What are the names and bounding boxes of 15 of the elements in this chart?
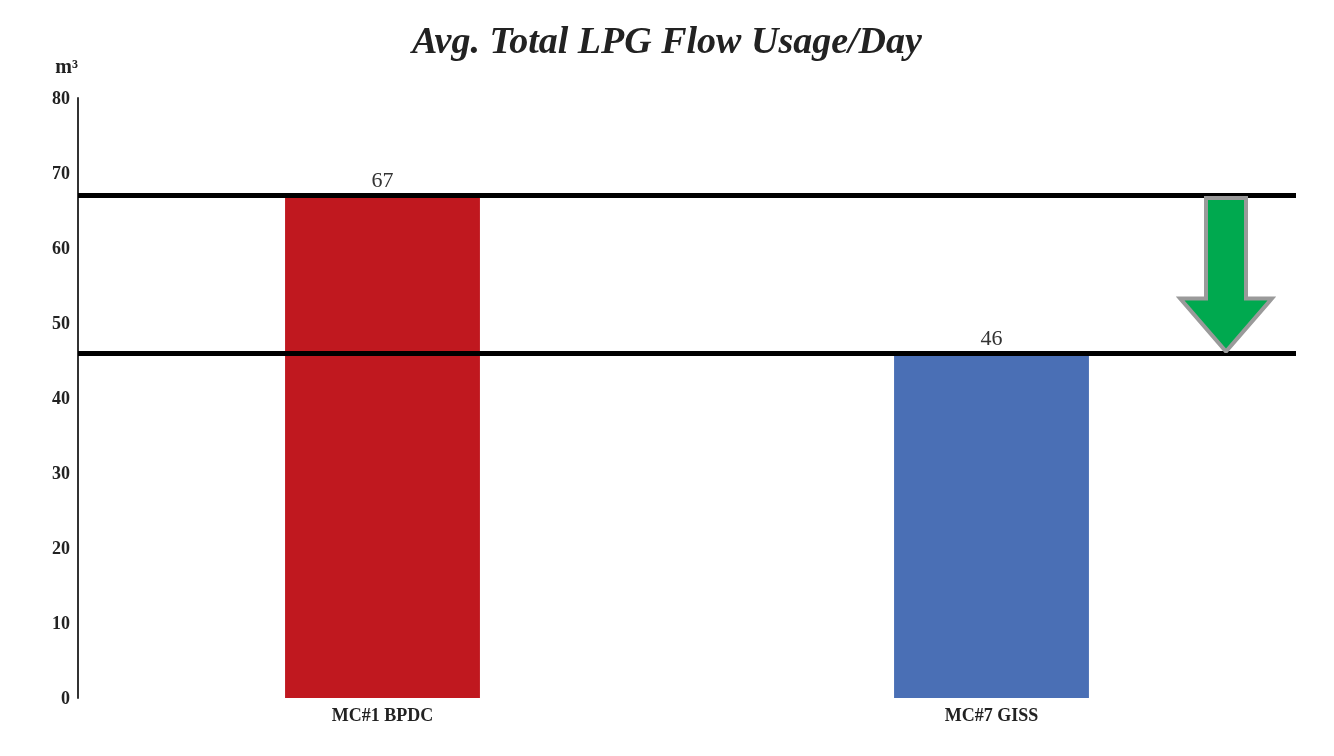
chart-title: Avg. Total LPG Flow Usage/Day (410, 19, 923, 61)
y-tick-label: 70 (52, 163, 70, 183)
y-tick-label: 10 (52, 613, 70, 633)
y-tick-label: 20 (52, 538, 70, 558)
y-tick-label: 30 (52, 463, 70, 483)
y-tick-label: 0 (61, 688, 70, 708)
data-label: 67 (371, 167, 394, 192)
y-tick-label: 80 (52, 88, 70, 108)
y-tick-label: 60 (52, 238, 70, 258)
y-axis-title: m³ (55, 55, 78, 77)
y-tick-label: 50 (52, 313, 70, 333)
x-tick-label: MC#7 GISS (944, 705, 1039, 725)
x-tick-label: MC#1 BPDC (331, 705, 434, 725)
y-tick-label: 40 (52, 388, 70, 408)
data-label: 46 (980, 324, 1003, 350)
